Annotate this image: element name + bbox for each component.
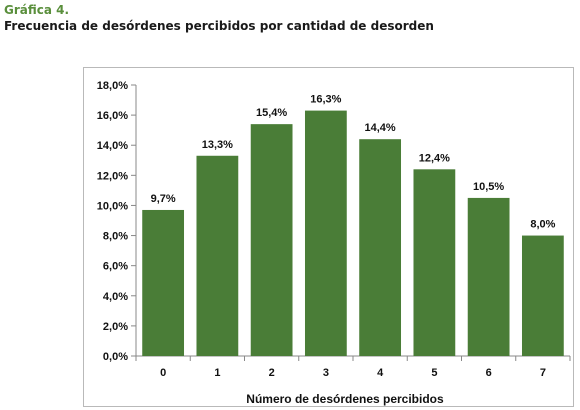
y-tick-label: 0,0%	[103, 351, 128, 363]
x-tick-label: 0	[160, 367, 166, 379]
y-tick-label: 18,0%	[97, 80, 128, 92]
y-tick-label: 12,0%	[97, 170, 128, 182]
bar	[304, 110, 347, 356]
x-tick-label: 6	[486, 367, 492, 379]
x-tick-label: 4	[377, 367, 384, 379]
figure-header: Gráfica 4. Frecuencia de desórdenes perc…	[4, 3, 434, 34]
y-tick-label: 6,0%	[103, 261, 128, 273]
y-tick-label: 2,0%	[103, 321, 128, 333]
bar	[413, 169, 456, 356]
y-tick-label: 4,0%	[103, 291, 128, 303]
x-axis-title: Número de desórdenes percibidos	[246, 392, 444, 406]
data-label: 9,7%	[151, 193, 176, 205]
bar	[521, 235, 564, 356]
x-tick-label: 1	[214, 367, 220, 379]
bar	[142, 209, 185, 356]
data-label: 15,4%	[256, 107, 287, 119]
figure-label: Gráfica 4.	[4, 3, 70, 17]
data-label: 14,4%	[365, 122, 396, 134]
chart-frame	[83, 67, 574, 407]
data-label: 16,3%	[310, 94, 341, 106]
x-tick-label: 3	[323, 367, 329, 379]
x-tick-label: 2	[269, 367, 275, 379]
figure-title: Frecuencia de desórdenes percibidos por …	[4, 19, 434, 33]
y-tick-label: 8,0%	[103, 231, 128, 243]
x-tick-label: 7	[540, 367, 546, 379]
data-label: 12,4%	[419, 152, 450, 164]
y-tick-label: 10,0%	[97, 200, 128, 212]
data-label: 10,5%	[473, 181, 504, 193]
y-tick-label: 16,0%	[97, 110, 128, 122]
x-tick-label: 5	[431, 367, 437, 379]
data-label: 13,3%	[202, 139, 233, 151]
y-tick-label: 14,0%	[97, 140, 128, 152]
bar	[467, 197, 510, 356]
bar	[359, 139, 402, 356]
bar	[250, 124, 293, 357]
bar	[196, 155, 239, 356]
data-label: 8,0%	[530, 219, 555, 231]
